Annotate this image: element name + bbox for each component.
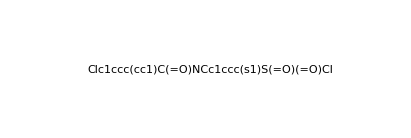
Text: Clc1ccc(cc1)C(=O)NCc1ccc(s1)S(=O)(=O)Cl: Clc1ccc(cc1)C(=O)NCc1ccc(s1)S(=O)(=O)Cl bbox=[88, 65, 334, 75]
